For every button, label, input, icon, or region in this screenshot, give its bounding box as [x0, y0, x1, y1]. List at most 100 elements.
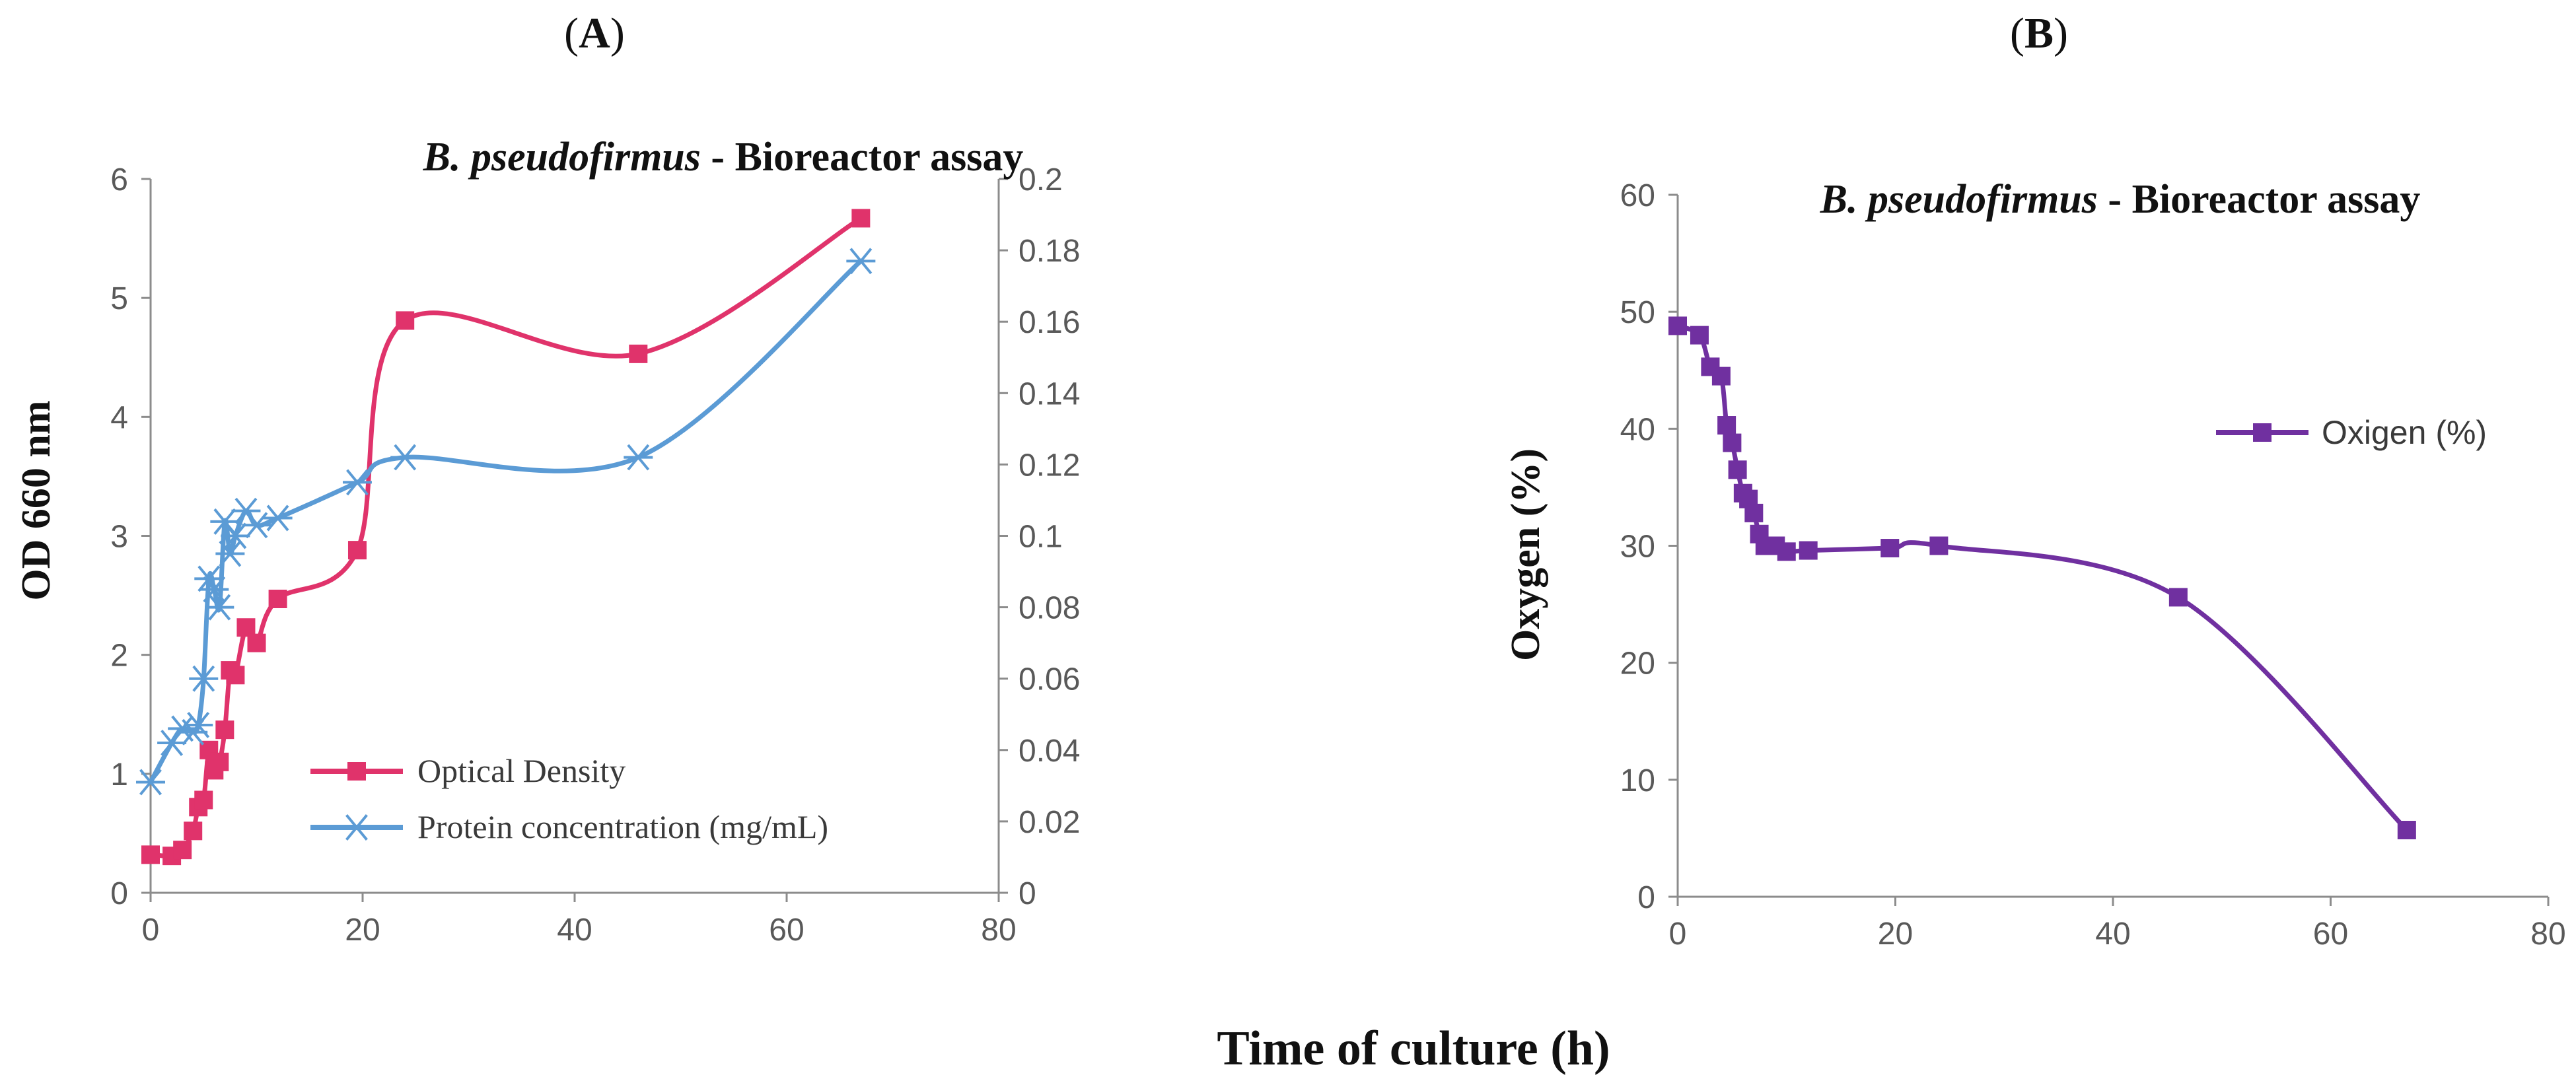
chart-a-xtick-label: 80: [981, 913, 1016, 948]
chart-b-ytick-label: 0: [1637, 880, 1655, 915]
chart-a-series-1-point: [189, 665, 219, 692]
chart-b-xtick-label: 40: [2095, 917, 2130, 952]
chart-a-series-1-point-d2: [266, 505, 289, 532]
chart-a-series-0-point: [396, 311, 415, 330]
chart-a-series-1-point: [390, 444, 420, 471]
chart-b-series: [1668, 316, 2416, 840]
chart-b-series-0-point: [2397, 821, 2416, 840]
chart-a-y2tick-label: 0.1: [1019, 520, 1063, 555]
chart-a-xtick-label: 20: [345, 913, 380, 948]
chart-a-series-0-point: [141, 845, 160, 864]
legend-od-label: Optical Density: [417, 752, 626, 789]
chart-a-series-0-point: [236, 618, 256, 637]
chart-a-y2tick-label: 0.16: [1019, 305, 1080, 340]
chart-a-series-1-point: [215, 540, 245, 567]
chart-b-axes: 0 10 20 30 40 50 60 0 20 40 60 80: [1620, 178, 2566, 952]
chart-a-title: B. pseudofirmus - Bioreactor assay: [423, 135, 1024, 180]
chart-a-series-0-point: [194, 790, 213, 810]
chart-b-legend: Oxigen (%): [2216, 414, 2487, 451]
chart-a-series-1-point-d2: [849, 248, 873, 275]
chart-a-series-1-point: [242, 512, 271, 539]
chart-a-ytick-label: 6: [110, 162, 128, 197]
chart-b-series-0-point: [1777, 542, 1796, 561]
chart-a-ytick-label: 3: [110, 520, 128, 555]
chart-a-series-1-point: [136, 769, 165, 796]
chart-a-series-1-point-d2: [197, 565, 221, 592]
legend-protein-marker: [342, 814, 371, 841]
chart-b-series-0-point: [2168, 588, 2188, 607]
chart-b-series-0-point: [1717, 416, 1736, 435]
chart-a-series-1-point: [157, 730, 187, 756]
chart-a-legend: Optical Density Protein concentration (m…: [310, 752, 828, 845]
chart-a-series-1-point-d2: [203, 576, 226, 603]
chart-a-series-0-point: [629, 344, 648, 363]
chart-a-series-0-point: [851, 209, 871, 228]
chart-a-y2tick-label: 0.08: [1019, 591, 1080, 626]
chart-b-ytick-label: 20: [1620, 646, 1655, 681]
chart-a-ytick-label: 1: [110, 757, 128, 792]
chart-a-series-1-point: [846, 248, 876, 275]
chart-b-series-0-point: [1728, 460, 1747, 479]
chart-b-title-italic: B. pseudofirmus: [1820, 177, 2098, 222]
chart-b-series-0-line: [1676, 324, 2409, 832]
chart-b-series-0-point: [1690, 326, 1709, 345]
chart-a-series-0-point: [215, 720, 234, 740]
legend-od-marker: [347, 762, 366, 781]
chart-b-xtick-label: 60: [2313, 917, 2348, 952]
chart-a-series-1-point-d2: [219, 540, 242, 567]
chart-b-ytick-label: 60: [1620, 178, 1655, 213]
chart-a-series-0-point: [268, 589, 287, 608]
chart-a-series-1-point-d2: [627, 444, 650, 471]
chart-a-xtick-label: 40: [557, 913, 592, 948]
chart-a-ytick-label: 2: [110, 639, 128, 674]
chart-b: 0 10 20 30 40 50 60 0 20 40 60 80 B. pseudofirmus -…: [1503, 177, 2566, 952]
chart-b-ytick-label: 40: [1620, 412, 1655, 447]
chart-b-ytick-label: 50: [1620, 295, 1655, 330]
chart-b-xtick-label: 0: [1669, 917, 1687, 952]
chart-a-ytick-label: 5: [110, 281, 128, 316]
chart-a-xtick-label: 0: [142, 913, 160, 948]
chart-a-series-1-point-d2: [346, 469, 369, 496]
chart-a-series-1-point-d2: [187, 711, 210, 738]
chart-a-series-1-point: [205, 594, 234, 621]
chart-b-series-0-point: [1668, 316, 1687, 335]
chart-a-series-0-point: [173, 841, 192, 860]
chart-b-series-0-point: [1711, 366, 1731, 386]
chart-a-series-0-point: [210, 752, 229, 771]
chart-b-title-rest: - Bioreactor assay: [2098, 177, 2420, 222]
chart-a-series-1-point: [342, 469, 372, 496]
panel-label-a-letter: A: [579, 9, 610, 57]
chart-a-series-1-point-d2: [192, 665, 215, 692]
chart-a-y2tick-label: 0.04: [1019, 734, 1080, 769]
chart-a-series-1-point: [624, 444, 653, 471]
legend-protein-asterisk-d2: [345, 814, 368, 841]
chart-b-xtick-label: 20: [1878, 917, 1913, 952]
chart-b-ylabel: Oxygen (%): [1503, 448, 1548, 661]
chart-a-ytick-label: 4: [110, 400, 128, 435]
chart-a-series-1-point-d2: [224, 522, 247, 549]
chart-a-series-1-point-d2: [234, 497, 258, 524]
chart-a-series-0-point: [347, 541, 367, 560]
chart-b-series-0-point: [1744, 503, 1764, 522]
chart-a-series-1-point: [184, 711, 213, 738]
legend-protein-label: Protein concentration (mg/mL): [417, 808, 828, 845]
panel-label-a: (A): [564, 9, 625, 57]
chart-a-series-1-line: [148, 259, 863, 784]
chart-a-series-1: [136, 248, 876, 796]
chart-a-y2tick-label: 0.18: [1019, 234, 1080, 269]
chart-b-series-0: [1668, 316, 2416, 840]
chart-a-y2tick-label: 0.02: [1019, 805, 1080, 840]
chart-a-series-1-point: [221, 522, 250, 549]
chart-a-series-0-point: [247, 633, 266, 652]
chart-a-series-1-point-d2: [171, 715, 194, 742]
chart-a-series: [136, 209, 876, 866]
chart-a-series-0: [141, 209, 871, 866]
chart-a-y2tick-label: 0.14: [1019, 376, 1080, 411]
chart-a-y2tick-label: 0.12: [1019, 448, 1080, 483]
chart-a-series-1-point-d2: [394, 444, 417, 471]
chart-a-series-1-point: [263, 505, 293, 532]
chart-a-ylabel: OD 660 nm: [14, 400, 59, 600]
chart-a-y2tick-label: 0.2: [1019, 162, 1063, 197]
